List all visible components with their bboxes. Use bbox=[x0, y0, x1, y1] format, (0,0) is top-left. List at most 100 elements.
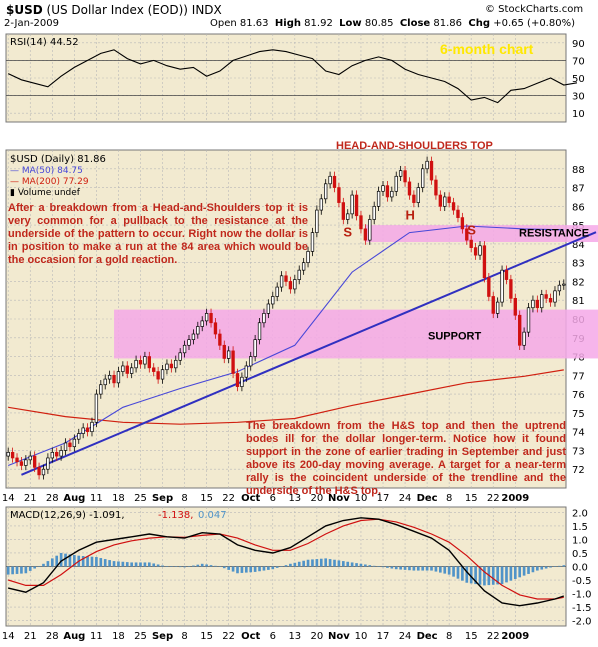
macd-histogram-bar bbox=[536, 566, 539, 571]
macd-histogram-bar bbox=[416, 566, 420, 571]
macd-histogram-bar bbox=[491, 566, 495, 585]
candle-body bbox=[24, 459, 28, 466]
macd-histogram-bar bbox=[20, 566, 23, 574]
macd-histogram-bar bbox=[244, 566, 248, 573]
macd-histogram-bar bbox=[430, 566, 433, 571]
macd-histogram-bar bbox=[505, 566, 508, 583]
candle-body bbox=[213, 322, 218, 335]
candle-body bbox=[129, 367, 134, 374]
macd-x-axis-label: Oct bbox=[241, 631, 260, 642]
macd-x-axis-label: Sep bbox=[152, 631, 173, 642]
price-tick-label: 74 bbox=[572, 428, 585, 439]
price-tick-label: 88 bbox=[572, 165, 585, 176]
candle-body bbox=[271, 296, 275, 305]
macd-histogram-bar bbox=[350, 562, 354, 567]
candle-body bbox=[522, 331, 526, 346]
candle-body bbox=[306, 251, 310, 264]
candle-body bbox=[112, 374, 116, 384]
candle-body bbox=[72, 438, 77, 448]
candle-body bbox=[63, 442, 68, 451]
macd-histogram-bar bbox=[549, 566, 552, 568]
candle-body bbox=[416, 187, 420, 203]
candle-body bbox=[37, 466, 41, 476]
macd-x-axis-label: 11 bbox=[90, 631, 103, 642]
candle-body bbox=[231, 350, 235, 374]
macd-tick-label: 0.0 bbox=[572, 563, 588, 574]
candle-body bbox=[332, 175, 337, 188]
macd-histogram-bar bbox=[205, 564, 208, 567]
candle-body bbox=[121, 365, 125, 372]
price-tick-label: 86 bbox=[572, 202, 585, 213]
symbol-title: $USD (US Dollar Index (EOD)) INDX bbox=[6, 3, 222, 17]
candle-body bbox=[55, 451, 59, 457]
x-axis-label: 11 bbox=[90, 493, 103, 504]
macd-histogram-bar bbox=[134, 562, 138, 567]
macd-histogram-bar bbox=[231, 566, 235, 572]
candle-body bbox=[134, 359, 138, 369]
candle-body bbox=[394, 175, 398, 192]
macd-x-axis-label: 24 bbox=[399, 631, 412, 642]
macd-histogram-bar bbox=[6, 566, 10, 575]
macd-x-axis-label: 20 bbox=[310, 631, 323, 642]
macd-histogram-bar bbox=[558, 565, 561, 567]
macd-histogram-bar bbox=[68, 554, 72, 567]
candle-body bbox=[99, 384, 103, 395]
x-axis-label: 13 bbox=[288, 493, 301, 504]
macd-histogram-bar bbox=[258, 566, 261, 572]
candle-body bbox=[116, 371, 121, 384]
macd-histogram-bar bbox=[311, 559, 314, 567]
macd-histogram-bar bbox=[112, 561, 116, 567]
macd-histogram-bar bbox=[170, 566, 173, 567]
macd-histogram-bar bbox=[50, 558, 54, 567]
price-tick-label: 77 bbox=[572, 371, 585, 382]
candle-body bbox=[487, 277, 491, 297]
macd-histogram-bar bbox=[253, 566, 257, 572]
macd-histogram-bar bbox=[302, 560, 305, 567]
macd-histogram-bar bbox=[200, 563, 204, 567]
macd-tick-label: -0.5 bbox=[572, 576, 592, 587]
macd-histogram-bar bbox=[183, 566, 186, 568]
candle-body bbox=[32, 455, 37, 468]
price-tick-label: 81 bbox=[572, 296, 585, 307]
macd-histogram-bar bbox=[394, 566, 398, 570]
macd-x-axis-label: 2009 bbox=[501, 631, 529, 642]
macd-histogram-bar bbox=[165, 566, 169, 567]
candle-body bbox=[275, 286, 279, 297]
rsi-panel: 10 30 50 70 90 RSI(14) 44.52 6-month chart bbox=[5, 33, 585, 123]
x-axis-label: 15 bbox=[465, 493, 478, 504]
macd-histogram-bar bbox=[15, 566, 19, 574]
candle-body bbox=[288, 281, 293, 290]
macd-histogram-bar bbox=[130, 562, 133, 567]
ma200-legend: — MA(200) 77.29 bbox=[10, 177, 89, 187]
macd-histogram-bar bbox=[28, 566, 32, 571]
macd-histogram-bar bbox=[46, 561, 50, 567]
macd-histogram-bar bbox=[531, 566, 535, 573]
candle-body bbox=[412, 194, 416, 203]
candle-body bbox=[368, 219, 372, 241]
shoulder-right-label: S bbox=[467, 223, 476, 238]
macd-histogram-bar bbox=[443, 566, 447, 574]
macd-histogram-bar bbox=[90, 556, 94, 567]
macd-histogram-bar bbox=[95, 557, 98, 567]
macd-histogram-bar bbox=[192, 565, 195, 567]
macd-histogram-bar bbox=[355, 563, 358, 567]
macd-x-axis-label: 10 bbox=[355, 631, 368, 642]
candle-body bbox=[81, 427, 85, 434]
x-axis-label: 8 bbox=[181, 493, 187, 504]
macd-histogram-bar bbox=[125, 562, 129, 567]
macd-histogram-bar bbox=[267, 566, 270, 570]
macd-x-axis-label: 8 bbox=[181, 631, 187, 642]
candle-body bbox=[478, 245, 482, 256]
macd-histogram-bar bbox=[518, 566, 522, 578]
chart-title: 6-month chart bbox=[440, 41, 534, 57]
rsi-tick-label: 30 bbox=[572, 92, 585, 103]
macd-x-axis-label: 22 bbox=[222, 631, 235, 642]
macd-x-axis-label: 17 bbox=[377, 631, 390, 642]
macd-histogram-bar bbox=[103, 559, 107, 567]
macd-x-axis-label: 14 bbox=[2, 631, 15, 642]
macd-histogram-bar bbox=[421, 566, 425, 571]
annotation-support-note: The breakdown from the H&S top and then … bbox=[246, 420, 566, 497]
macd-x-axis-label: Aug bbox=[63, 631, 85, 642]
macd-histogram-bar bbox=[152, 563, 156, 567]
